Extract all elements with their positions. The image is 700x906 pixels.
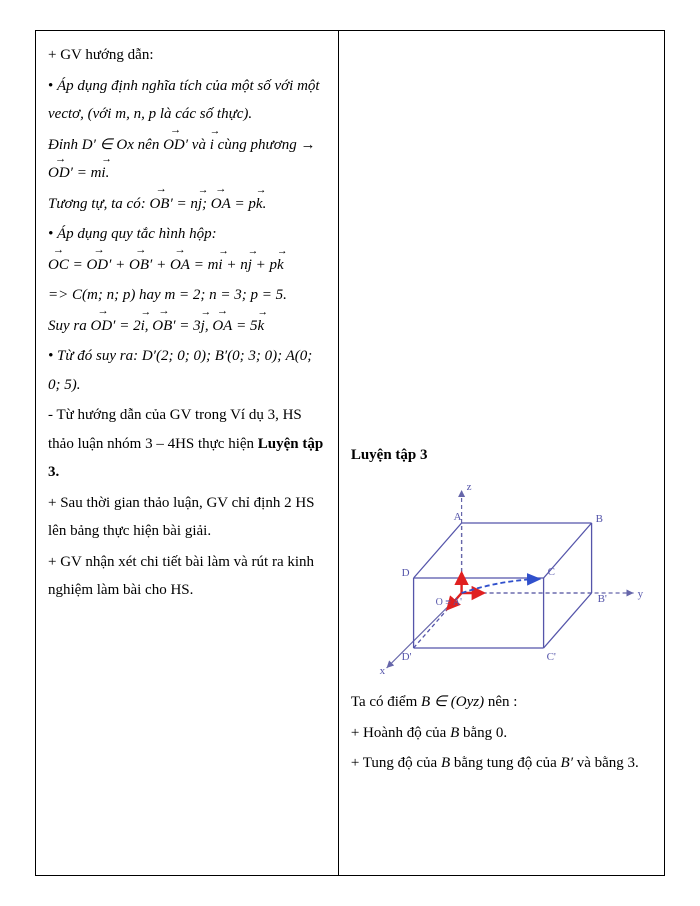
left-line-12: + GV nhận xét chi tiết bài làm và rút ra…	[48, 548, 326, 605]
text: =	[69, 257, 87, 273]
text: = 5	[232, 318, 257, 334]
vector-OA: OA	[212, 312, 232, 341]
text: = 2	[115, 318, 140, 334]
vars: m, n, p	[115, 106, 156, 122]
label-D: D	[401, 567, 409, 579]
left-line-1: + GV hướng dẫn:	[48, 41, 326, 70]
text: = n	[173, 196, 198, 212]
vector-OD: OD′	[48, 159, 73, 188]
vector-OB: OB′	[152, 312, 175, 341]
vector-OA: OA	[170, 251, 190, 280]
label-x: x	[379, 665, 385, 677]
text: Tương tự, ta có:	[48, 196, 149, 212]
vector-OB: OB′	[149, 190, 172, 219]
text: nên :	[484, 694, 517, 710]
left-line-3: Đỉnh D′ ∈ Ox nên OD′ và i cùng phương → …	[48, 131, 326, 188]
text: ,	[145, 318, 153, 334]
left-line-8: Suy ra OD′ = 2i, OB′ = 3j, OA = 5k	[48, 312, 326, 341]
math: B ∈ (Oyz)	[421, 694, 484, 710]
vector-OD: OD′	[163, 131, 188, 160]
vector-j: j	[248, 251, 252, 280]
label-Bp: B'	[597, 593, 606, 605]
text: = p	[231, 196, 256, 212]
label-C: C	[547, 566, 554, 578]
text: + Tung độ của	[351, 755, 441, 771]
vector-OD: OD′	[86, 251, 111, 280]
bullet: •	[48, 78, 57, 94]
text: bằng tung độ của	[450, 755, 560, 771]
text: và bằng 3.	[573, 755, 639, 771]
text: = m	[73, 165, 101, 181]
vector-i: i	[101, 159, 105, 188]
right-column: Luyện tập 3	[338, 31, 664, 876]
left-line-11: + Sau thời gian thảo luận, GV chỉ định 2…	[48, 489, 326, 546]
right-line-1: Ta có điểm B ∈ (Oyz) nên :	[351, 688, 652, 717]
two-column-table: + GV hướng dẫn: • Áp dụng định nghĩa tíc…	[35, 30, 665, 876]
left-line-4: Tương tự, ta có: OB′ = nj; OA = pk.	[48, 190, 326, 219]
text: .	[106, 165, 110, 181]
text: bằng 0.	[459, 725, 507, 741]
vector-i: i	[218, 251, 222, 280]
text: Suy ra	[48, 318, 91, 334]
left-column: + GV hướng dẫn: • Áp dụng định nghĩa tíc…	[36, 31, 339, 876]
right-line-2: + Hoành độ của B bằng 0.	[351, 719, 652, 748]
text: ,	[205, 318, 213, 334]
label-A: A	[453, 511, 461, 523]
text: +	[152, 257, 170, 273]
text: +	[111, 257, 129, 273]
vector-OA: OA	[211, 190, 231, 219]
vector-OC: OC	[48, 251, 69, 280]
diagram-title: Luyện tập 3	[351, 441, 652, 470]
text: .	[263, 196, 267, 212]
vector-k: k	[257, 312, 264, 341]
text: + n	[223, 257, 248, 273]
text: cùng phương →	[214, 137, 316, 153]
text: + Hoành độ của	[351, 725, 450, 741]
label-z: z	[466, 481, 471, 493]
math: B′	[561, 755, 573, 771]
label-Dp: D'	[401, 651, 411, 663]
text: Ta có điểm	[351, 694, 421, 710]
label-O: O ≡ A'	[435, 597, 462, 608]
label-Cp: C'	[546, 651, 555, 663]
text: = 3	[176, 318, 201, 334]
document-page: + GV hướng dẫn: • Áp dụng định nghĩa tíc…	[0, 0, 700, 906]
vector-OD: OD′	[91, 312, 116, 341]
box-diagram: z y x A B C D O ≡ A' B' C' D'	[351, 478, 652, 678]
text: + p	[252, 257, 277, 273]
text: ;	[202, 196, 211, 212]
text: = m	[190, 257, 218, 273]
diagram-section: Luyện tập 3	[351, 441, 652, 778]
vector-k: k	[256, 190, 263, 219]
vector-j: j	[198, 190, 202, 219]
math: B	[450, 725, 459, 741]
vector-k: k	[277, 251, 284, 280]
left-line-6: OC = OD′ + OB′ + OA = mi + nj + pk	[48, 251, 326, 280]
math: B	[441, 755, 450, 771]
left-line-10: - Từ hướng dẫn của GV trong Ví dụ 3, HS …	[48, 401, 326, 487]
text: và	[188, 137, 210, 153]
vector-OB: OB′	[129, 251, 152, 280]
right-text-block: Ta có điểm B ∈ (Oyz) nên : + Hoành độ củ…	[351, 688, 652, 778]
vector-i: i	[141, 312, 145, 341]
vector-j: j	[201, 312, 205, 341]
vector-i: i	[210, 131, 214, 160]
right-line-3: + Tung độ của B bằng tung độ của B′ và b…	[351, 749, 652, 778]
label-B: B	[595, 513, 602, 525]
label-y: y	[637, 588, 643, 600]
left-line-9: • Từ đó suy ra: D′(2; 0; 0); B′(0; 3; 0)…	[48, 342, 326, 399]
